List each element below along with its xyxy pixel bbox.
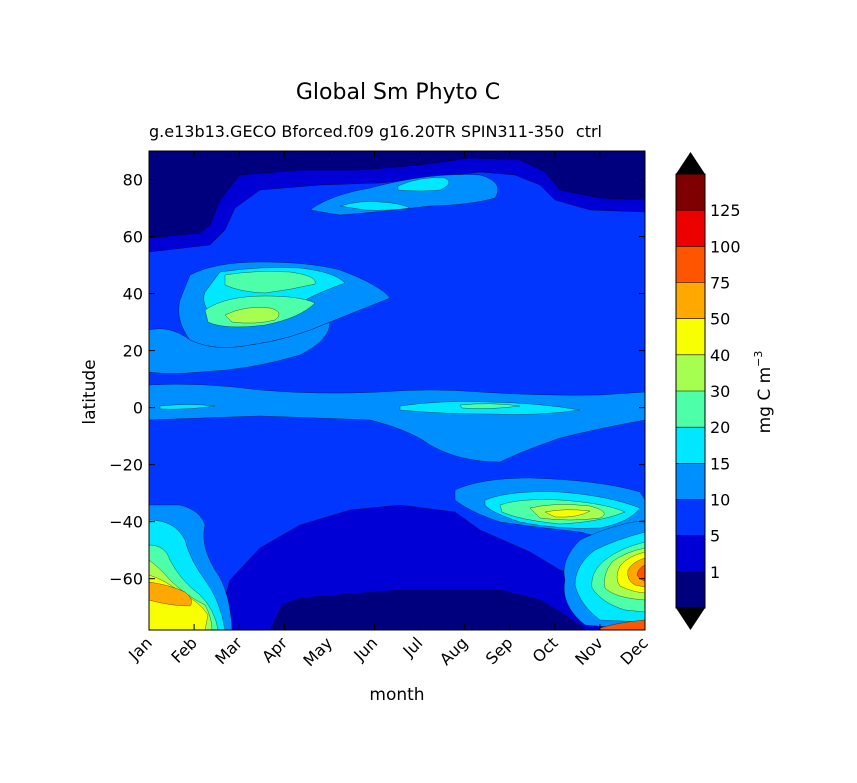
y-tick-label: 40: [123, 285, 143, 304]
y-axis: −60 −40 −20 0 20 40 60 80: [109, 171, 645, 589]
contour-south-dec-50: [627, 557, 645, 588]
colorbar-segment: [676, 535, 705, 572]
contour-arctic-bloom-15: [339, 177, 450, 211]
colorbar-segment: [676, 391, 705, 428]
x-tick-label: Jun: [349, 633, 381, 665]
chart-subtitle: g.e13b13.GECO Bforced.f09 g16.20TR SPIN3…: [149, 122, 564, 141]
contour-fills: [149, 151, 645, 630]
colorbar-label-base: mg C m: [755, 367, 775, 434]
y-tick-label: 0: [133, 399, 143, 418]
chart-subtitle-right: ctrl: [576, 122, 602, 141]
y-axis-label: latitude: [80, 359, 100, 424]
colorbar-segment: [676, 318, 705, 355]
x-tick-label: Jan: [124, 633, 156, 665]
contour-n-atlantic-30: [224, 307, 280, 324]
colorbar-tick-label: 1: [710, 563, 720, 582]
colorbar-tick-label: 10: [710, 491, 730, 510]
contour-south-dec-75: [636, 564, 645, 582]
colorbar-tick-label: 30: [710, 382, 730, 401]
y-tick-label: −20: [109, 456, 143, 475]
colorbar-segment: [676, 571, 705, 608]
colorbar-label-exponent: −3: [752, 351, 765, 367]
contour-south-winter-min: [269, 589, 586, 630]
colorbar-segment: [676, 246, 705, 283]
y-tick-label: 60: [123, 228, 143, 247]
colorbar-segment: [676, 210, 705, 247]
chart-title: Global Sm Phyto C: [296, 80, 500, 105]
colorbar-extend-min: [676, 608, 705, 630]
x-tick-label: Feb: [167, 633, 200, 666]
x-tick-label: Mar: [211, 633, 246, 668]
contour-south-dec-edge: [599, 619, 645, 630]
colorbar-tick-label: 100: [710, 237, 741, 256]
contour-equator-20: [459, 403, 521, 409]
colorbar-segment: [676, 282, 705, 319]
y-tick-label: −40: [109, 513, 143, 532]
contour-south-jan-50: [149, 581, 192, 607]
colorbar-segment: [676, 427, 705, 464]
contour-band-40n: [149, 321, 331, 374]
colorbar-tick-label: 15: [710, 454, 730, 473]
colorbar-tick-label: 20: [710, 418, 730, 437]
colorbar-tick-label: 5: [710, 527, 720, 546]
colorbar-label: mg C m−3: [752, 351, 775, 434]
y-tick-label: 20: [123, 342, 143, 361]
x-axis-label: month: [369, 685, 424, 705]
y-tick-label: −60: [109, 570, 143, 589]
colorbar-segment: [676, 354, 705, 391]
colorbar-segment: [676, 499, 705, 536]
y-tick-label: 80: [123, 171, 143, 190]
x-tick-label: Aug: [436, 633, 472, 669]
x-tick-label: May: [299, 633, 336, 670]
colorbar-tick-label: 75: [710, 274, 730, 293]
x-tick-label: Apr: [258, 633, 291, 666]
colorbar-segment: [676, 463, 705, 500]
x-tick-label: Jul: [399, 633, 427, 661]
colorbar-extend-max: [676, 152, 705, 174]
contour-south-bloom-40: [544, 509, 591, 518]
x-tick-label: Nov: [571, 633, 607, 669]
colorbar-tick-label: 50: [710, 310, 730, 329]
x-tick-label: Dec: [616, 633, 651, 668]
contour-arctic-edge: [149, 157, 645, 253]
x-tick-label: Sep: [482, 633, 517, 668]
contour-plot-area: [148, 150, 646, 631]
colorbar-tick-label: 125: [710, 201, 741, 220]
colorbar-segment: [676, 174, 705, 211]
colorbar-tick-label: 40: [710, 346, 730, 365]
x-tick-label: Oct: [529, 633, 562, 666]
plot-frame: [148, 150, 646, 631]
